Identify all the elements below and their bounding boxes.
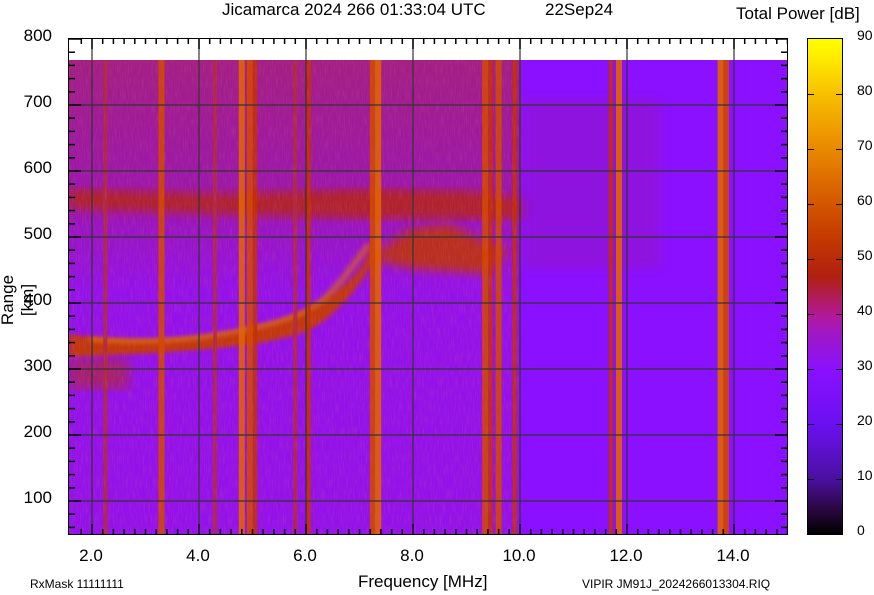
colorbar-tick [808,479,814,480]
ionogram-heatmap [69,39,787,534]
y-tick-100: 100 [23,488,52,507]
y-tick-800: 800 [23,26,52,45]
colorbar-tick [836,94,842,95]
x-tick-2: 2.0 [79,546,103,565]
interference-line [717,60,724,534]
y-axis-title: Range [km] [0,274,37,326]
colorbar-tick [836,314,842,315]
chart-title: Jicamarca 2024 266 01:33:04 UTC [222,0,486,19]
colorbar [807,38,843,535]
x-tick-6: 6.0 [293,546,317,565]
colorbar-label-80: 80 [857,82,873,98]
colorbar-label-70: 70 [857,137,873,153]
y-tick-300: 300 [23,356,52,375]
y-tick-400: 400 [23,290,52,309]
colorbar-label-50: 50 [857,247,873,263]
x-tick-14: 14.0 [716,546,750,565]
colorbar-label-20: 20 [857,412,873,428]
colorbar-label-40: 40 [857,302,873,318]
colorbar-tick [836,424,842,425]
chart-date: 22Sep24 [545,0,614,19]
x-axis-title: Frequency [MHz] [358,572,488,591]
rx-mask-label: RxMask 11111111 [30,577,124,591]
colorbar-label-30: 30 [857,357,873,373]
colorbar-tick [836,259,842,260]
colorbar-tick [808,369,814,370]
colorbar-tick [836,479,842,480]
x-tick-8: 8.0 [400,546,424,565]
colorbar-tick [808,149,814,150]
y-tick-700: 700 [23,92,52,111]
colorbar-label-90: 90 [857,27,873,43]
y-tick-600: 600 [23,158,52,177]
colorbar-label-0: 0 [857,522,865,538]
colorbar-tick [836,204,842,205]
interference-line [616,60,622,534]
x-tick-12: 12.0 [609,546,643,565]
colorbar-tick [808,259,814,260]
colorbar-tick [808,204,814,205]
colorbar-tick [808,94,814,95]
colorbar-tick [808,314,814,315]
file-name-label: VIPIR JM91J_2024266013304.RIQ [582,577,771,591]
ionogram-plot [68,38,788,535]
y-tick-500: 500 [23,224,52,243]
interference-line [608,60,613,534]
colorbar-tick [808,424,814,425]
interference-line [723,60,729,534]
colorbar-label-10: 10 [857,467,873,483]
colorbar-tick [836,369,842,370]
colorbar-tick [836,149,842,150]
colorbar-label-60: 60 [857,192,873,208]
x-tick-10: 10.0 [502,546,536,565]
colorbar-title: Total Power [dB] [736,4,860,23]
x-tick-4: 4.0 [186,546,210,565]
y-tick-200: 200 [23,422,52,441]
